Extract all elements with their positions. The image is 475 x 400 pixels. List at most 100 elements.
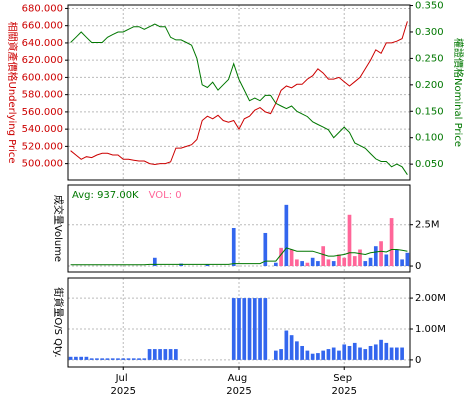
y2-tick-label: 0.300 xyxy=(415,27,444,38)
bar xyxy=(316,261,320,267)
bar xyxy=(300,345,304,360)
bar xyxy=(342,344,347,360)
bar xyxy=(174,349,178,360)
bar xyxy=(284,330,289,360)
y-tick-label: 680.000 xyxy=(22,3,63,14)
bar xyxy=(105,358,110,360)
bar xyxy=(231,298,236,360)
y-tick-label: 560.000 xyxy=(22,107,63,118)
bar xyxy=(321,246,326,267)
bar xyxy=(379,241,383,267)
y2-tick-label: 0.050 xyxy=(415,159,444,170)
bar xyxy=(273,262,278,267)
bar xyxy=(347,345,352,360)
bar xyxy=(337,350,341,360)
y2-tick-label: 0.350 xyxy=(415,1,444,12)
bar xyxy=(389,347,394,360)
bar xyxy=(384,342,389,360)
bar xyxy=(400,347,404,360)
bar xyxy=(242,298,247,360)
bar xyxy=(342,257,347,267)
bar xyxy=(373,246,378,267)
bar xyxy=(289,249,294,267)
bar xyxy=(168,349,173,360)
bar xyxy=(231,228,236,267)
series-line xyxy=(70,21,408,166)
y-tick-label: 620.000 xyxy=(22,55,63,66)
bar xyxy=(326,259,331,267)
bar xyxy=(110,358,115,360)
y-tick-label: 2.00M xyxy=(415,293,446,304)
y2-tick-label: 0.200 xyxy=(415,80,444,91)
bar xyxy=(300,261,304,267)
bar xyxy=(95,358,99,360)
bar xyxy=(289,335,294,360)
bar xyxy=(379,339,383,360)
bar xyxy=(237,298,241,360)
bar xyxy=(74,356,78,360)
x-tick-label-line: 2025 xyxy=(332,386,357,397)
bar xyxy=(305,262,310,267)
x-tick-label-line: Jul xyxy=(115,373,131,384)
y-tick-label: 0 xyxy=(415,355,421,366)
bar xyxy=(389,218,394,267)
bar xyxy=(79,356,83,360)
bar xyxy=(89,358,94,360)
y2-tick-label: 0.100 xyxy=(415,133,444,144)
y-tick-label: 660.000 xyxy=(22,21,63,32)
y-axis-title: 相關資產價格Underlying Price xyxy=(6,21,19,163)
bar xyxy=(147,349,152,360)
bar xyxy=(316,353,320,360)
bar xyxy=(331,347,336,360)
bar xyxy=(337,254,341,267)
bar xyxy=(363,261,368,267)
y-tick-label: 640.000 xyxy=(22,38,63,49)
y-tick-label: 1.00M xyxy=(415,324,446,335)
y2-tick-label: 0.250 xyxy=(415,53,444,64)
bar xyxy=(331,261,336,267)
bar xyxy=(321,350,326,360)
x-tick-label-line: 2025 xyxy=(226,386,251,397)
legend-entry: VOL: 0 xyxy=(149,190,182,201)
bar xyxy=(395,249,399,267)
bar xyxy=(279,349,283,360)
bar xyxy=(400,259,404,267)
bar xyxy=(84,356,89,360)
bar xyxy=(310,353,315,360)
y-tick-label: 600.000 xyxy=(22,72,63,83)
bar xyxy=(352,256,357,267)
x-tick-label: Sep 2025 xyxy=(332,373,357,397)
y2-tick-label: 0.150 xyxy=(415,106,444,117)
bar xyxy=(131,358,136,360)
bar xyxy=(142,358,147,360)
x-tick-label-line: Sep xyxy=(333,373,355,384)
y-tick-label: 500.000 xyxy=(22,159,63,170)
bar xyxy=(163,349,168,360)
bar xyxy=(347,214,352,267)
bar xyxy=(247,298,252,360)
y-tick-label: 0 xyxy=(415,261,421,272)
bar xyxy=(100,358,105,360)
bar xyxy=(295,259,299,267)
x-tick-label: Aug 2025 xyxy=(226,373,251,397)
x-tick-label-line: Aug xyxy=(228,373,251,384)
bar xyxy=(205,264,210,267)
bar xyxy=(384,254,389,267)
plot-frame xyxy=(67,184,411,273)
bar xyxy=(358,347,362,360)
y-tick-label: 520.000 xyxy=(22,141,63,152)
bar xyxy=(373,344,378,360)
bar xyxy=(310,257,315,267)
bar xyxy=(305,350,310,360)
bar xyxy=(126,358,131,360)
bar xyxy=(363,349,368,360)
bar xyxy=(368,345,373,360)
bar xyxy=(405,252,410,267)
y-axis-title: 街貨量O/S Qty. xyxy=(52,287,65,357)
bar xyxy=(368,257,373,267)
series-line xyxy=(70,23,408,175)
bar xyxy=(279,247,283,267)
y2-axis-title: 權證價格Nominal Price xyxy=(452,38,465,147)
bar xyxy=(273,350,278,360)
